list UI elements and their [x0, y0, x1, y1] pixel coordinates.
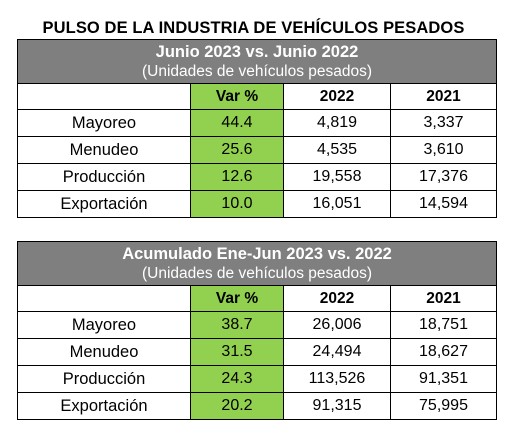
row-label: Producción [17, 365, 191, 393]
year-2022-column-header: 2022 [283, 83, 391, 110]
var-cell: 10.0 [190, 190, 284, 218]
row-label: Menudeo [17, 338, 191, 366]
year-2021-column-header: 2021 [390, 83, 497, 110]
row-label: Exportación [17, 190, 191, 218]
value-2021-cell: 18,627 [390, 338, 497, 366]
monthly-table-title: Junio 2023 vs. Junio 2022 [155, 43, 359, 61]
row-label: Menudeo [17, 136, 191, 164]
table-row: Producción 24.3 113,526 91,351 [17, 365, 497, 393]
row-label: Producción [17, 163, 191, 191]
table-row: Exportación 20.2 91,315 75,995 [17, 392, 497, 420]
var-cell: 38.7 [190, 311, 284, 339]
var-column-header: Var % [190, 83, 284, 110]
var-column-header: Var % [190, 285, 284, 312]
var-cell: 31.5 [190, 338, 284, 366]
table-row: Mayoreo 38.7 26,006 18,751 [17, 311, 497, 339]
value-2022-cell: 4,535 [283, 136, 391, 164]
monthly-table-header: Junio 2023 vs. Junio 2022 (Unidades de v… [17, 39, 497, 84]
cumulative-table-title: Acumulado Ene-Jun 2023 vs. 2022 [122, 245, 392, 263]
row-label: Exportación [17, 392, 191, 420]
cumulative-table-header: Acumulado Ene-Jun 2023 vs. 2022 (Unidade… [17, 241, 497, 286]
cumulative-table-subtitle: (Unidades de vehículos pesados) [141, 265, 373, 282]
value-2022-cell: 19,558 [283, 163, 391, 191]
var-cell: 24.3 [190, 365, 284, 393]
var-cell: 12.6 [190, 163, 284, 191]
value-2022-cell: 91,315 [283, 392, 391, 420]
empty-header-cell [17, 83, 191, 110]
value-2021-cell: 3,610 [390, 136, 497, 164]
value-2022-cell: 113,526 [283, 365, 391, 393]
year-2021-column-header: 2021 [390, 285, 497, 312]
row-label: Mayoreo [17, 311, 191, 339]
table-row: Menudeo 31.5 24,494 18,627 [17, 338, 497, 366]
var-cell: 44.4 [190, 109, 284, 137]
value-2022-cell: 4,819 [283, 109, 391, 137]
table-row: Exportación 10.0 16,051 14,594 [17, 190, 497, 218]
value-2021-cell: 75,995 [390, 392, 497, 420]
column-header-row: Var % 2022 2021 [17, 285, 497, 312]
page-title: PULSO DE LA INDUSTRIA DE VEHÍCULOS PESAD… [42, 19, 465, 37]
monthly-table-subtitle: (Unidades de vehículos pesados) [141, 63, 373, 80]
value-2022-cell: 16,051 [283, 190, 391, 218]
value-2022-cell: 24,494 [283, 338, 391, 366]
year-2022-column-header: 2022 [283, 285, 391, 312]
empty-header-cell [17, 285, 191, 312]
row-label: Mayoreo [17, 109, 191, 137]
cumulative-table: Acumulado Ene-Jun 2023 vs. 2022 (Unidade… [17, 241, 497, 420]
var-cell: 25.6 [190, 136, 284, 164]
monthly-table: Junio 2023 vs. Junio 2022 (Unidades de v… [17, 39, 497, 218]
value-2021-cell: 18,751 [390, 311, 497, 339]
value-2021-cell: 17,376 [390, 163, 497, 191]
table-row: Menudeo 25.6 4,535 3,610 [17, 136, 497, 164]
table-row: Mayoreo 44.4 4,819 3,337 [17, 109, 497, 137]
value-2021-cell: 14,594 [390, 190, 497, 218]
column-header-row: Var % 2022 2021 [17, 83, 497, 110]
table-row: Producción 12.6 19,558 17,376 [17, 163, 497, 191]
value-2021-cell: 3,337 [390, 109, 497, 137]
var-cell: 20.2 [190, 392, 284, 420]
value-2021-cell: 91,351 [390, 365, 497, 393]
value-2022-cell: 26,006 [283, 311, 391, 339]
